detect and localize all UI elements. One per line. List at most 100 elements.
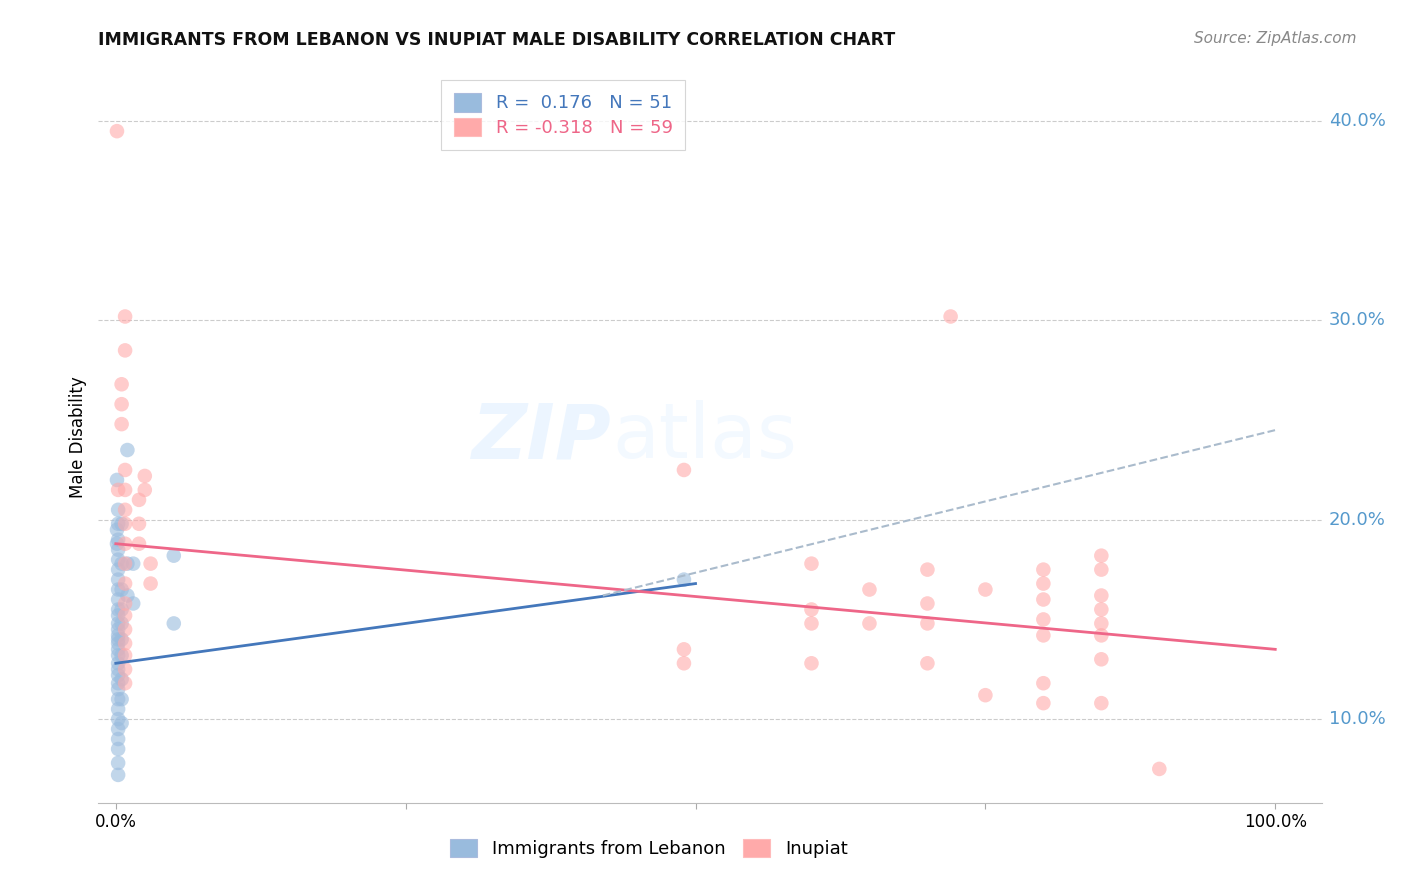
Point <box>114 623 136 637</box>
Point <box>114 676 136 690</box>
Text: 40.0%: 40.0% <box>1329 112 1385 130</box>
Text: 20.0%: 20.0% <box>1329 511 1385 529</box>
Point <box>858 616 880 631</box>
Point <box>110 692 132 706</box>
Point <box>107 668 129 682</box>
Point <box>110 632 132 647</box>
Point <box>107 632 129 647</box>
Point <box>107 628 129 642</box>
Point <box>917 657 939 671</box>
Point <box>128 516 150 531</box>
Point <box>974 688 997 702</box>
Point <box>858 582 880 597</box>
Point <box>917 616 939 631</box>
Text: atlas: atlas <box>612 401 797 474</box>
Point <box>114 483 136 497</box>
Point <box>139 557 162 571</box>
Point <box>139 576 162 591</box>
Point <box>974 582 997 597</box>
Point <box>114 608 136 623</box>
Point <box>107 623 129 637</box>
Point <box>1090 616 1112 631</box>
Point <box>1090 589 1112 603</box>
Point <box>114 662 136 676</box>
Point <box>110 516 132 531</box>
Point <box>114 537 136 551</box>
Point <box>800 657 823 671</box>
Point <box>917 597 939 611</box>
Point <box>107 742 129 756</box>
Point <box>105 124 128 138</box>
Point <box>800 602 823 616</box>
Point <box>128 492 150 507</box>
Point <box>1032 592 1054 607</box>
Point <box>107 503 129 517</box>
Point <box>107 483 129 497</box>
Point <box>110 648 132 663</box>
Point <box>107 552 129 566</box>
Point <box>800 557 823 571</box>
Point <box>107 732 129 747</box>
Point <box>107 768 129 782</box>
Point <box>134 469 156 483</box>
Text: 10.0%: 10.0% <box>1329 710 1385 728</box>
Point <box>107 542 129 557</box>
Point <box>110 582 132 597</box>
Point <box>1032 696 1054 710</box>
Point <box>107 608 129 623</box>
Point <box>110 716 132 731</box>
Point <box>1032 576 1054 591</box>
Point <box>107 642 129 657</box>
Point <box>917 563 939 577</box>
Point <box>114 310 136 324</box>
Point <box>1149 762 1171 776</box>
Point <box>134 483 156 497</box>
Point <box>107 756 129 770</box>
Point <box>672 573 695 587</box>
Point <box>110 602 132 616</box>
Point <box>107 702 129 716</box>
Text: ZIP: ZIP <box>472 401 612 474</box>
Point <box>1032 563 1054 577</box>
Text: Source: ZipAtlas.com: Source: ZipAtlas.com <box>1194 31 1357 46</box>
Point <box>122 597 145 611</box>
Point <box>107 563 129 577</box>
Point <box>110 616 132 631</box>
Point <box>114 557 136 571</box>
Y-axis label: Male Disability: Male Disability <box>69 376 87 498</box>
Point <box>114 636 136 650</box>
Point <box>107 636 129 650</box>
Point <box>672 463 695 477</box>
Point <box>1090 628 1112 642</box>
Point <box>1032 676 1054 690</box>
Point <box>1032 612 1054 626</box>
Point <box>110 557 132 571</box>
Point <box>110 377 132 392</box>
Point <box>1090 563 1112 577</box>
Point <box>107 692 129 706</box>
Point <box>1032 628 1054 642</box>
Point <box>117 443 139 458</box>
Point <box>672 657 695 671</box>
Point <box>110 672 132 686</box>
Point <box>110 397 132 411</box>
Point <box>114 516 136 531</box>
Point <box>163 616 186 631</box>
Point <box>107 573 129 587</box>
Point <box>117 589 139 603</box>
Point <box>107 648 129 663</box>
Point <box>107 682 129 697</box>
Legend: Immigrants from Lebanon, Inupiat: Immigrants from Lebanon, Inupiat <box>441 830 856 867</box>
Point <box>122 557 145 571</box>
Point <box>1090 549 1112 563</box>
Point <box>107 676 129 690</box>
Point <box>107 592 129 607</box>
Point <box>114 463 136 477</box>
Point <box>672 642 695 657</box>
Point <box>1090 602 1112 616</box>
Point <box>110 417 132 431</box>
Point <box>107 602 129 616</box>
Point <box>939 310 962 324</box>
Point <box>800 616 823 631</box>
Point <box>114 597 136 611</box>
